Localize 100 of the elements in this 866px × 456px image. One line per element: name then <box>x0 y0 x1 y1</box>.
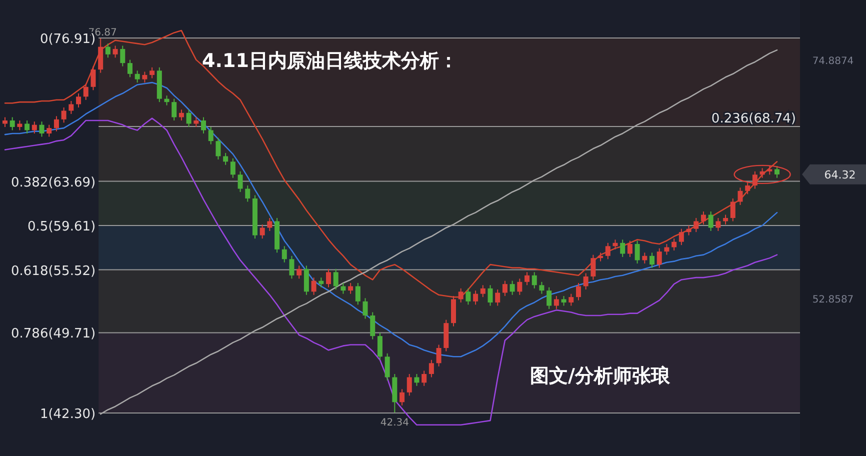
candlestick <box>510 280 515 296</box>
candlestick <box>532 272 537 289</box>
candlestick <box>384 352 390 381</box>
candlestick <box>289 255 294 280</box>
text: 4.11日内原油日线技术分析： <box>202 50 458 72</box>
candlestick <box>723 214 728 225</box>
candlestick <box>634 240 640 264</box>
candlestick <box>340 282 346 294</box>
candlestick <box>708 210 714 232</box>
candlestick <box>76 92 82 108</box>
candlestick <box>223 152 228 166</box>
candlestick <box>370 312 376 340</box>
candlestick <box>318 277 324 288</box>
candlestick <box>282 246 287 263</box>
candlestick <box>678 228 684 246</box>
candlestick <box>650 252 655 268</box>
candlestick <box>546 286 552 310</box>
candlestick <box>672 238 677 251</box>
candlestick <box>164 95 170 106</box>
candlestick <box>664 243 670 256</box>
candlestick <box>142 71 148 84</box>
candlestick <box>428 359 434 378</box>
candlestick <box>488 284 493 306</box>
candlestick <box>68 100 74 114</box>
candlestick <box>620 239 626 258</box>
candlestick <box>10 116 15 131</box>
candlestick <box>495 288 500 306</box>
candlestick <box>120 45 126 67</box>
candlestick <box>436 344 442 367</box>
ref-line-label: 0.382(63.69) <box>11 175 96 190</box>
candlestick <box>502 280 508 296</box>
candlestick <box>208 126 214 145</box>
candlestick <box>355 282 360 306</box>
candlestick <box>612 239 618 250</box>
ref-line-label: 1(42.30) <box>40 406 96 422</box>
ref-line-label: 0.618(55.52) <box>11 264 96 279</box>
candlestick <box>326 268 332 288</box>
candlestick <box>414 373 420 386</box>
candlestick <box>134 70 140 84</box>
candlestick <box>260 224 265 240</box>
candlestick <box>304 265 309 296</box>
candlestick <box>54 116 59 132</box>
candlestick <box>760 168 765 178</box>
candlestick <box>656 248 662 268</box>
candlestick <box>98 38 104 74</box>
candlestick <box>216 137 221 160</box>
candlestick <box>267 217 272 232</box>
candlestick <box>480 284 486 298</box>
candlestick <box>61 106 66 124</box>
ref-line-label: 0.236(68.74) <box>711 112 796 127</box>
candlestick <box>694 217 699 233</box>
candlestick <box>686 225 692 236</box>
candlestick <box>194 116 199 128</box>
candlestick <box>400 388 405 406</box>
y-tick-label: 74.8874 <box>812 56 854 67</box>
candlestick <box>2 116 8 128</box>
candlestick <box>590 254 596 280</box>
candlestick <box>716 217 721 232</box>
candlestick <box>700 210 706 225</box>
candlestick <box>186 109 192 128</box>
candlestick <box>422 370 427 386</box>
candlestick <box>83 83 88 100</box>
candlestick <box>377 332 382 360</box>
candlestick <box>554 295 559 310</box>
candlestick <box>39 121 44 138</box>
candlestick <box>238 170 243 192</box>
annotation: 图文/分析师张琅 <box>530 365 671 387</box>
candlestick <box>172 98 177 121</box>
ref-line-label: 0.786(49.71) <box>11 326 96 342</box>
candlestick <box>46 124 52 138</box>
candlestick <box>201 116 206 134</box>
annotation: 42.34 <box>380 418 409 429</box>
candlestick <box>127 59 132 78</box>
text: 64.32 <box>824 168 856 182</box>
candlestick <box>150 66 155 79</box>
ref-line-label: 0.5(59.61) <box>28 219 96 234</box>
candlestick <box>348 282 354 294</box>
candlestick <box>230 158 236 178</box>
candlestick <box>605 242 610 260</box>
candlestick <box>561 295 566 306</box>
candlestick <box>517 278 522 296</box>
candlestick <box>24 120 30 134</box>
candlestick <box>311 277 316 296</box>
candlestick <box>627 240 632 258</box>
candlestick <box>738 187 743 206</box>
candlestick <box>524 272 530 286</box>
candlestick <box>473 290 478 306</box>
candlestick <box>362 298 368 320</box>
candlestick <box>333 268 338 290</box>
candlestick <box>752 170 758 190</box>
candlestick <box>745 182 750 195</box>
candlestick <box>112 45 118 58</box>
candlestick <box>583 272 588 290</box>
candlestick <box>576 282 581 301</box>
candlestick <box>17 120 22 131</box>
candlestick <box>539 281 544 294</box>
candlestick <box>568 293 574 306</box>
candlestick <box>296 265 302 280</box>
candlestick <box>406 373 412 396</box>
candlestick <box>105 43 110 58</box>
